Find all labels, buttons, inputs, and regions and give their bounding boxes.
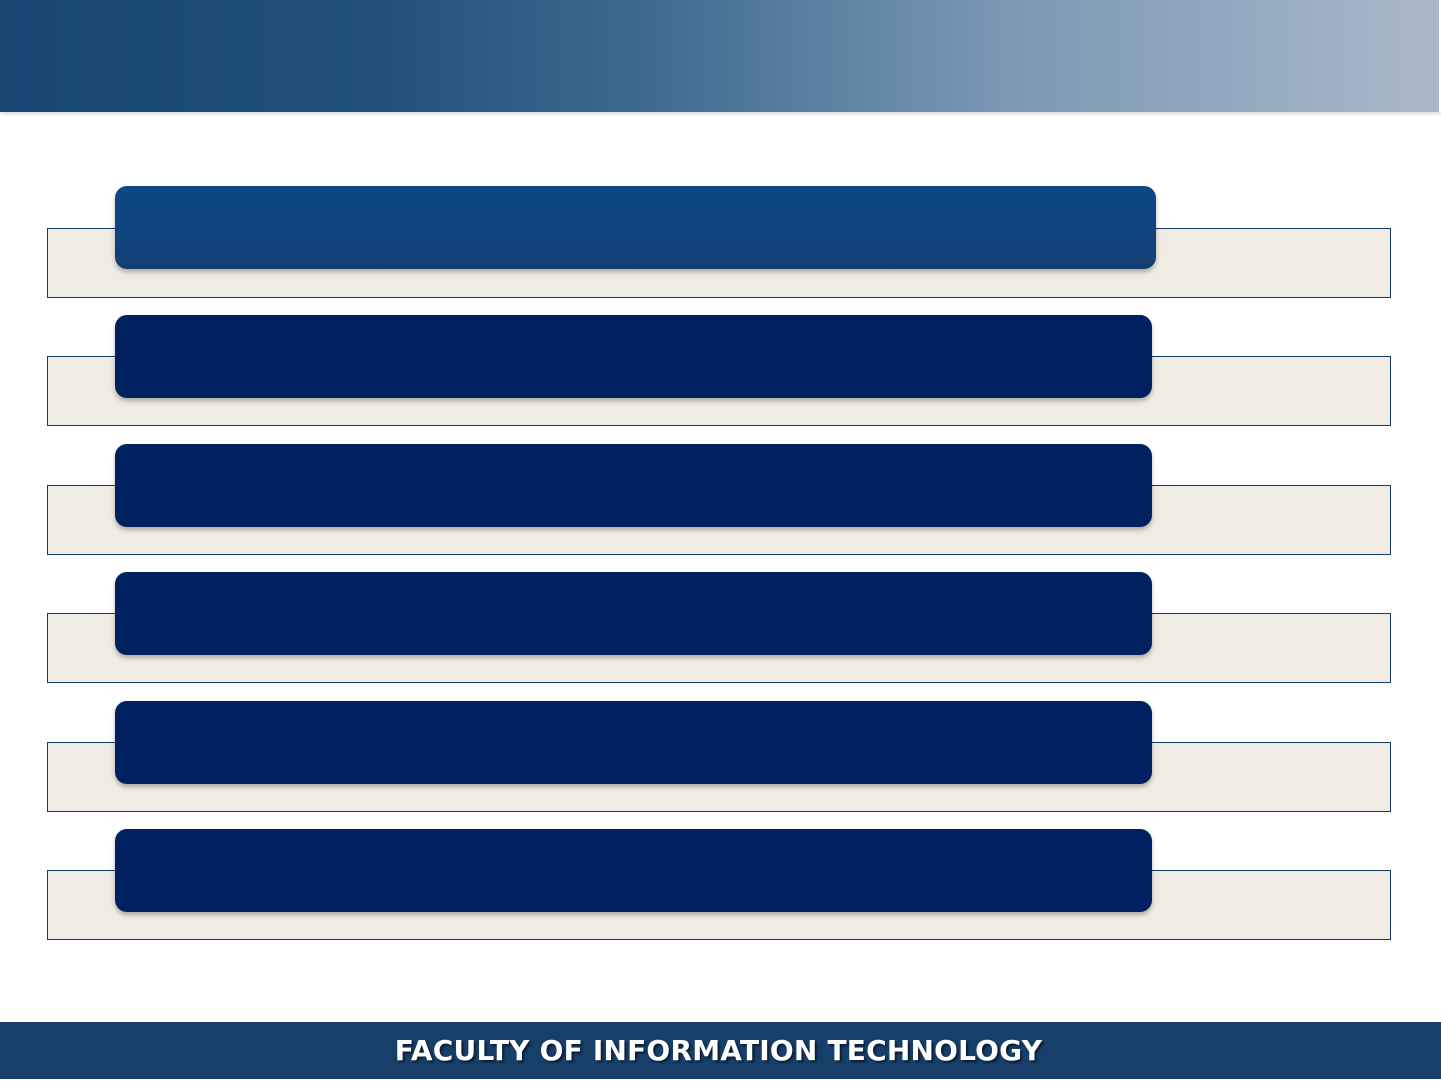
list-item-3 — [0, 444, 1441, 572]
footer-divider — [0, 1079, 1441, 1081]
list-item-header[interactable] — [115, 829, 1152, 912]
list-item-header[interactable] — [115, 315, 1152, 398]
list-item-header[interactable] — [115, 186, 1156, 269]
list-item-header[interactable] — [115, 701, 1152, 784]
list-item-6 — [0, 829, 1441, 957]
header-band — [0, 0, 1441, 112]
footer-title: FACULTY OF INFORMATION TECHNOLOGY — [394, 1034, 1043, 1067]
list-item-5 — [0, 701, 1441, 829]
list-item-2 — [0, 315, 1441, 443]
list-item-header[interactable] — [115, 444, 1152, 527]
list-item-4 — [0, 572, 1441, 700]
list-item-1 — [0, 186, 1441, 314]
list-item-header[interactable] — [115, 572, 1152, 655]
footer-band: FACULTY OF INFORMATION TECHNOLOGY — [0, 1022, 1441, 1079]
